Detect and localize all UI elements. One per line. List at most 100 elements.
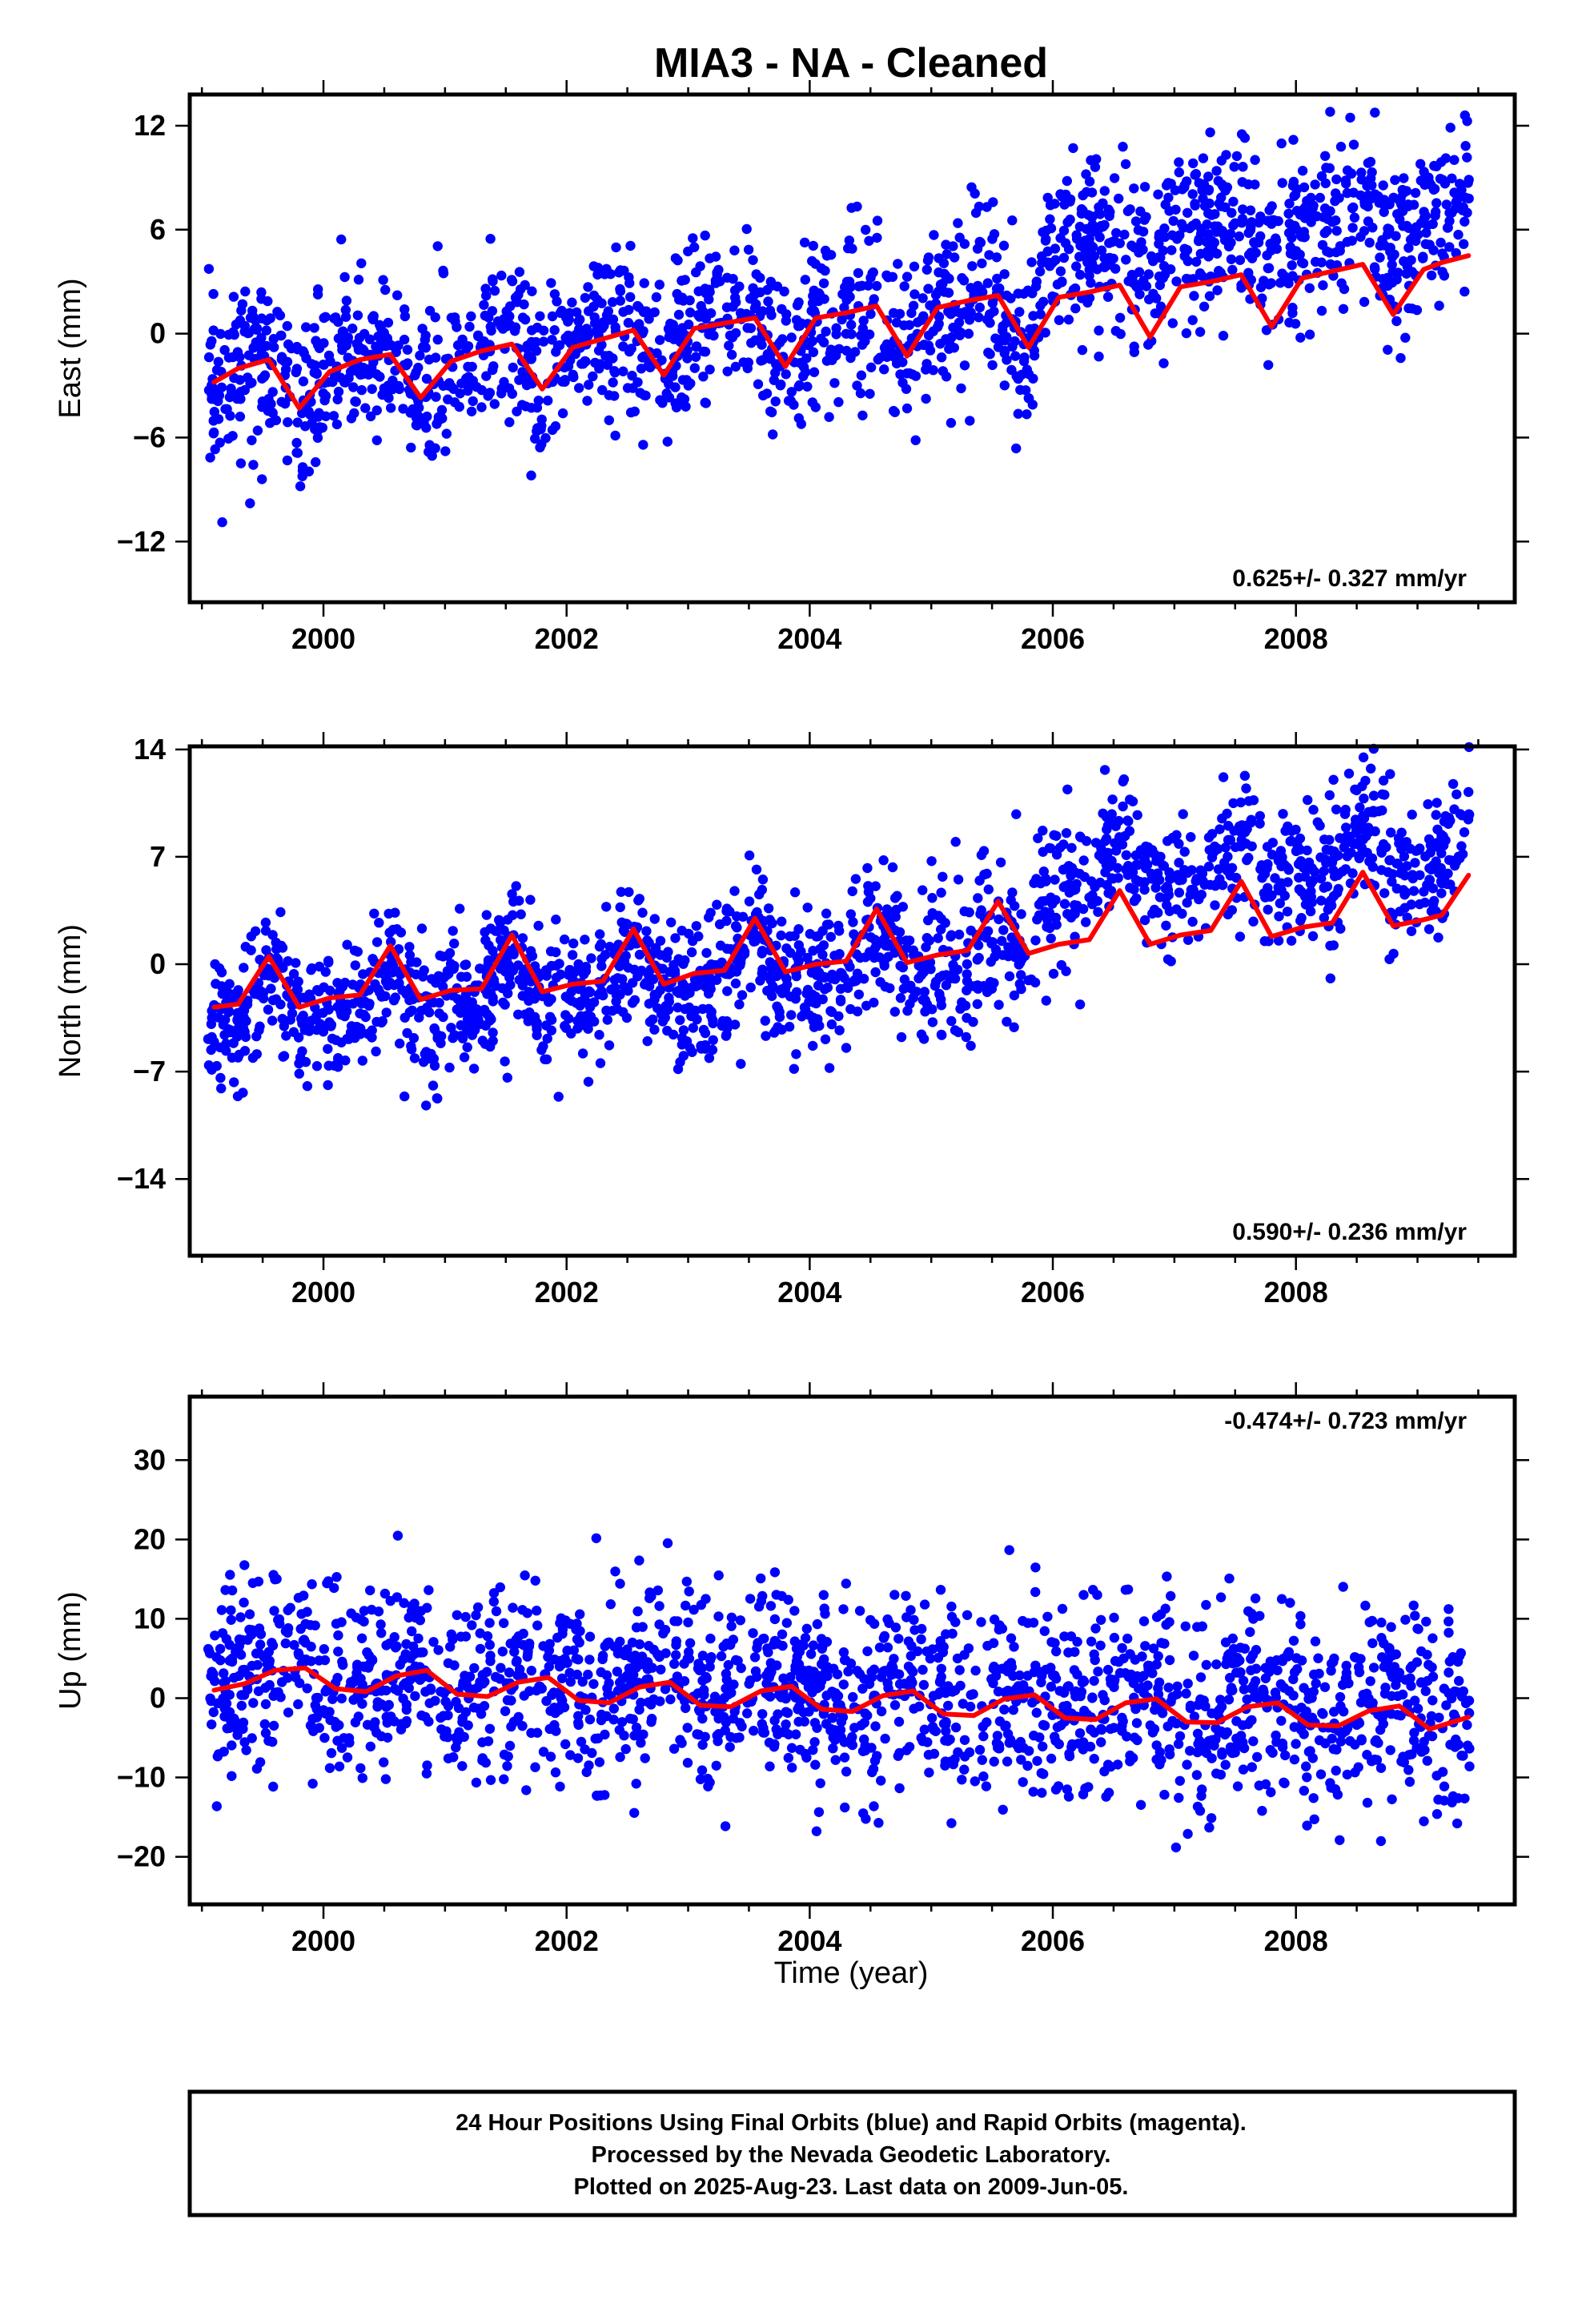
east-data-point bbox=[1378, 180, 1388, 191]
up-data-point bbox=[876, 1775, 886, 1786]
north-data-point bbox=[1432, 824, 1443, 835]
north-data-point bbox=[1351, 825, 1362, 835]
up-data-point bbox=[616, 1717, 628, 1727]
east-data-point bbox=[947, 305, 958, 316]
east-data-point bbox=[328, 411, 339, 421]
east-data-point bbox=[1362, 180, 1372, 191]
north-data-point bbox=[755, 975, 765, 986]
north-data-point bbox=[936, 887, 946, 898]
north-data-point bbox=[263, 971, 274, 981]
north-data-point bbox=[1174, 858, 1184, 868]
north-data-point bbox=[624, 887, 634, 898]
east-data-point bbox=[1174, 230, 1185, 240]
east-data-point bbox=[560, 376, 570, 387]
north-data-point bbox=[1100, 836, 1110, 846]
east-data-point bbox=[1110, 263, 1121, 274]
up-data-point bbox=[790, 1729, 801, 1739]
east-data-point bbox=[292, 417, 303, 428]
east-data-point bbox=[1074, 251, 1085, 262]
east-data-point bbox=[1298, 258, 1309, 269]
east-data-point bbox=[761, 388, 773, 399]
north-data-point bbox=[604, 1040, 615, 1051]
north-data-point bbox=[757, 948, 767, 959]
north-data-point bbox=[1283, 865, 1294, 875]
east-data-point bbox=[1055, 266, 1066, 276]
east-data-point bbox=[1383, 229, 1393, 239]
north-data-point bbox=[508, 896, 519, 907]
north-data-point bbox=[553, 1092, 564, 1102]
east-data-point bbox=[280, 364, 291, 375]
north-data-point bbox=[1355, 802, 1365, 813]
north-data-point bbox=[1144, 847, 1155, 858]
north-data-point bbox=[1072, 900, 1082, 911]
east-data-point bbox=[352, 310, 363, 320]
north-data-point bbox=[791, 987, 802, 998]
east-data-point bbox=[879, 364, 889, 375]
up-data-point bbox=[325, 1715, 335, 1726]
east-data-point bbox=[1363, 201, 1373, 212]
east-data-point bbox=[568, 369, 578, 380]
north-data-point bbox=[815, 943, 825, 955]
east-data-point bbox=[1010, 351, 1021, 361]
east-data-point bbox=[1348, 202, 1359, 213]
east-data-point bbox=[1277, 268, 1287, 279]
north-fit-curve bbox=[211, 870, 1472, 1010]
east-data-point bbox=[1276, 138, 1287, 149]
east-data-point bbox=[1131, 279, 1142, 290]
east-data-point bbox=[517, 367, 528, 377]
east-data-point bbox=[331, 419, 343, 430]
east-data-point bbox=[845, 352, 856, 364]
up-data-point bbox=[713, 1570, 724, 1581]
north-data-point bbox=[1368, 790, 1379, 801]
north-data-point bbox=[436, 1038, 446, 1048]
up-data-point bbox=[893, 1716, 905, 1727]
up-data-point bbox=[375, 1619, 386, 1630]
north-data-point bbox=[203, 1034, 214, 1044]
north-data-point bbox=[1263, 858, 1273, 870]
east-data-point bbox=[312, 340, 323, 351]
east-data-point bbox=[1283, 208, 1294, 219]
north-data-point bbox=[525, 895, 536, 905]
east-data-point bbox=[673, 309, 685, 320]
north-data-point bbox=[1162, 881, 1173, 892]
east-data-point bbox=[923, 252, 934, 263]
up-data-point bbox=[239, 1737, 250, 1747]
north-data-point bbox=[1359, 793, 1369, 804]
east-data-point bbox=[298, 376, 309, 387]
east-data-point bbox=[730, 328, 741, 339]
east-data-point bbox=[1210, 209, 1220, 219]
north-data-point bbox=[1275, 898, 1286, 909]
up-data-point bbox=[227, 1740, 237, 1751]
east-data-point bbox=[327, 376, 338, 388]
east-data-point bbox=[406, 442, 416, 453]
up-data-point bbox=[689, 1604, 699, 1615]
north-data-point bbox=[909, 987, 921, 998]
east-data-point bbox=[941, 334, 951, 344]
up-data-point bbox=[1416, 1747, 1427, 1757]
east-data-point bbox=[552, 296, 562, 307]
north-data-point bbox=[712, 899, 722, 910]
east-data-point bbox=[367, 384, 377, 394]
north-data-point bbox=[757, 964, 768, 975]
east-data-point bbox=[1151, 293, 1162, 304]
east-data-point bbox=[685, 308, 696, 318]
north-data-point bbox=[1099, 765, 1110, 775]
up-data-point bbox=[1038, 1741, 1048, 1752]
north-data-point bbox=[701, 947, 712, 959]
up-data-point bbox=[777, 1629, 788, 1640]
up-data-point bbox=[1443, 1604, 1454, 1614]
east-data-point bbox=[917, 293, 928, 304]
east-data-point bbox=[1430, 211, 1440, 221]
up-data-point bbox=[446, 1629, 456, 1640]
east-data-point bbox=[556, 305, 567, 316]
up-data-point bbox=[532, 1606, 542, 1616]
up-data-point bbox=[336, 1743, 347, 1753]
east-data-point bbox=[999, 269, 1010, 279]
east-data-point bbox=[1440, 153, 1452, 163]
north-data-point bbox=[596, 939, 606, 950]
east-data-point bbox=[893, 259, 903, 269]
north-data-point bbox=[342, 1034, 352, 1044]
east-data-point bbox=[489, 399, 500, 409]
east-data-point bbox=[987, 234, 998, 244]
up-data-point bbox=[267, 1638, 277, 1648]
